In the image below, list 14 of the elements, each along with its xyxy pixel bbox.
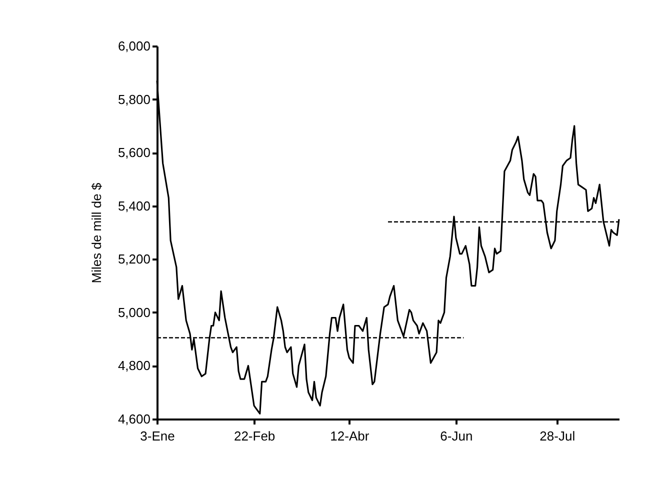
x-tick-label: 6-Jun	[440, 428, 473, 444]
y-axis-title: Miles de mill de $	[88, 182, 104, 284]
y-tick-label: 5,000	[118, 304, 150, 320]
x-tick-label: 22-Feb	[234, 428, 276, 444]
y-tick-label: 5,800	[118, 92, 150, 107]
x-tick-label: 12-Abr	[330, 428, 370, 444]
y-tick-label: 4,800	[118, 358, 150, 374]
y-tick-label: 4,600	[118, 412, 150, 426]
y-tick-label: 6,000	[118, 38, 150, 54]
y-tick-label: 5,400	[118, 198, 150, 214]
x-tick-label: 3-Ene	[140, 428, 175, 444]
x-tick-label: 28-Jul	[540, 428, 576, 444]
y-tick-label: 5,600	[118, 145, 150, 160]
y-tick-label: 5,200	[118, 252, 150, 267]
